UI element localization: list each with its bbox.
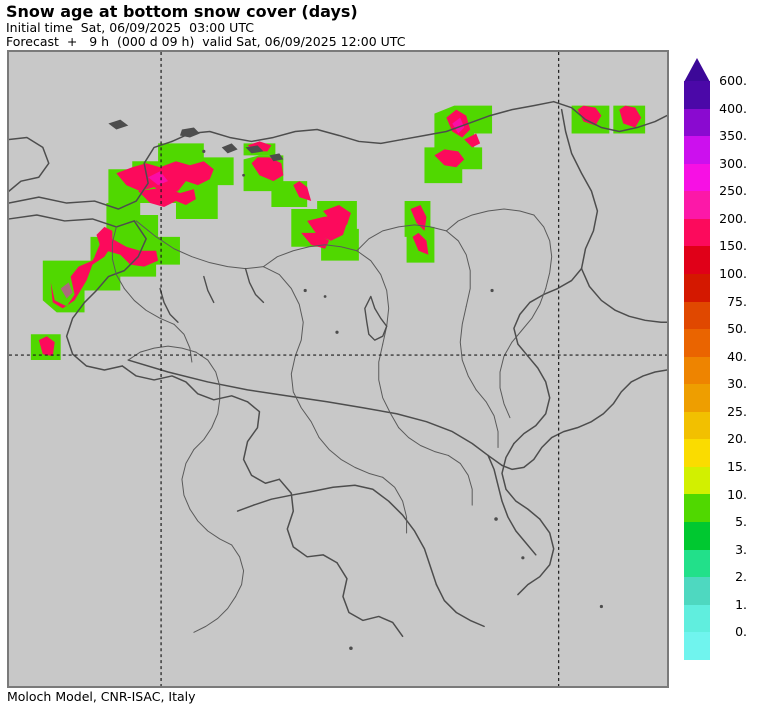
- colorbar-tick-label: 300.: [719, 155, 747, 171]
- colorbar-band: [684, 301, 710, 330]
- colorbar-tick-label: 0.: [735, 624, 747, 640]
- colorbar-band: [684, 632, 710, 660]
- graticule-layer: [9, 52, 667, 686]
- colorbar-band: [684, 273, 710, 302]
- colorbar-labels: 600. 400. 350. 300. 250. 200. 150. 100. 75. 50. 40…: [713, 58, 759, 678]
- colorbar-band: [684, 356, 710, 385]
- header-block: Snow age at bottom snow cover (days) Ini…: [6, 2, 706, 49]
- colorbar-tick-label: 5.: [735, 514, 747, 530]
- snow-inner-core-layer: [60, 117, 465, 299]
- colorbar-tick-label: 150.: [719, 238, 747, 254]
- colorbar-band: [684, 549, 710, 578]
- page-title: Snow age at bottom snow cover (days): [6, 2, 358, 21]
- snow-core-layer: [38, 105, 642, 357]
- forecast-valid-label: Forecast + 9 h (000 d 09 h) valid Sat, 0…: [6, 34, 406, 49]
- colorbar-tick-label: 600.: [719, 73, 747, 88]
- colorbar-band: [684, 218, 710, 247]
- colorbar-band: [684, 466, 710, 495]
- colorbar-band: [684, 136, 710, 164]
- colorbar-band: [684, 604, 710, 633]
- colorbar-tick-label: 10.: [727, 486, 747, 502]
- colorbar-tick-label: 75.: [727, 293, 747, 309]
- colorbar-tick-label: 50.: [727, 321, 747, 337]
- colorbar-tick-label: 25.: [727, 403, 747, 419]
- colorbar-tick-label: 20.: [727, 431, 747, 447]
- colorbar-band: [684, 81, 710, 109]
- colorbar-tick-label: 3.: [735, 541, 747, 557]
- colorbar-band: [684, 577, 710, 605]
- colorbar-band: [684, 411, 710, 440]
- colorbar-tick-label: 200.: [719, 210, 747, 226]
- colorbar-band: [684, 163, 710, 192]
- colorbar-tick-label: 100.: [719, 266, 747, 281]
- colorbar-tick-label: 2.: [735, 569, 747, 585]
- colorbar-tick-label: 350.: [719, 128, 747, 144]
- colorbar-band: [684, 439, 710, 467]
- colorbar-band: [684, 246, 710, 274]
- colorbar-tick-label: 250.: [719, 183, 747, 199]
- coastline-layer: [9, 100, 667, 651]
- colorbar-band: [684, 494, 710, 522]
- colorbar: [684, 58, 710, 660]
- colorbar-band: [684, 329, 710, 357]
- map-canvas: [9, 52, 667, 686]
- colorbar-tick-label: 15.: [727, 459, 747, 474]
- colorbar-band: [684, 191, 710, 219]
- colorbar-band: [684, 522, 710, 550]
- map-panel: [7, 50, 669, 688]
- colorbar-tick-label: 1.: [735, 596, 747, 612]
- colorbar-bands: [684, 81, 710, 660]
- colorbar-tick-label: 40.: [727, 348, 747, 364]
- colorbar-arrow-icon: [684, 58, 710, 82]
- colorbar-band: [684, 384, 710, 412]
- colorbar-tick-label: 400.: [719, 100, 747, 116]
- model-credit: Moloch Model, CNR-ISAC, Italy: [7, 689, 196, 704]
- colorbar-band: [684, 108, 710, 137]
- colorbar-tick-label: 30.: [727, 376, 747, 392]
- initial-time-label: Initial time Sat, 06/09/2025 03:00 UTC: [6, 20, 254, 35]
